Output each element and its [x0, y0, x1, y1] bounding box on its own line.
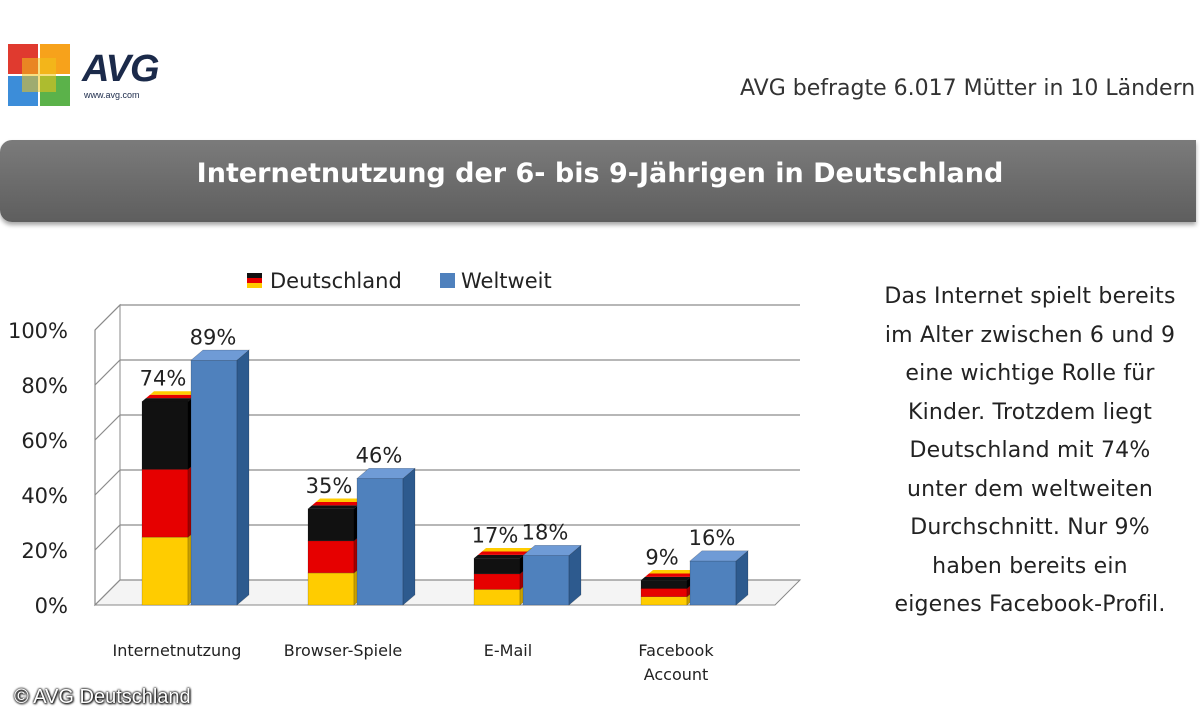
- data-label-deutschland: 74%: [140, 367, 187, 391]
- y-tick-label: 0%: [35, 594, 68, 618]
- side-text: Das Internet spielt bereits im Alter zwi…: [884, 284, 1176, 617]
- x-tick-label: Internetnutzung: [113, 641, 242, 660]
- data-label-weltweit: 89%: [190, 325, 237, 349]
- bar-deutschland-top: [482, 548, 532, 552]
- legend-label-weltweit: Weltweit: [461, 269, 552, 293]
- gridline: [94, 469, 800, 496]
- bar-weltweit: [190, 349, 250, 606]
- bar-deutschland-top: [312, 501, 362, 506]
- gridline: [94, 359, 800, 386]
- bar-deutschland-top: [641, 576, 691, 581]
- bar-deutschland-top: [308, 505, 358, 509]
- legend-swatch-deutschland: [247, 278, 262, 283]
- logo-text: AVG: [82, 48, 160, 90]
- y-tick-label: 80%: [21, 374, 68, 398]
- y-tick-label: 20%: [21, 539, 68, 563]
- bar-chart: 0% 20% 40% 60% 80% 100% 74%89% 35%46% 17% 18% 9% 16…: [8, 269, 802, 684]
- x-tick-label: Facebook: [638, 641, 714, 660]
- bar-deutschland-top: [316, 498, 366, 502]
- gridline: [94, 524, 800, 551]
- data-label-deutschland: 9%: [645, 545, 678, 569]
- x-tick-label: Browser-Spiele: [284, 641, 402, 660]
- x-tick-label: E-Mail: [484, 641, 532, 660]
- data-label-weltweit: 16%: [689, 526, 736, 550]
- y-tick-label: 60%: [21, 429, 68, 453]
- bar-deutschland-top: [645, 573, 695, 577]
- data-label-deutschland: 35%: [306, 474, 353, 498]
- bar-deutschland-top: [474, 554, 524, 559]
- bar-deutschland-top: [142, 398, 192, 402]
- bar-weltweit: [522, 544, 582, 606]
- logo-url: www.avg.com: [84, 90, 140, 100]
- bar-deutschland-top: [478, 551, 528, 555]
- legend-swatch-deutschland: [247, 273, 262, 278]
- avg-logo-icon: [8, 44, 70, 106]
- chart-title: Internetnutzung der 6- bis 9-Jährigen in…: [196, 158, 1004, 189]
- x-tick-label: Account: [644, 665, 709, 684]
- legend-label-deutschland: Deutschland: [270, 269, 402, 293]
- data-label-deutschland: 17%: [472, 523, 519, 547]
- bar-weltweit: [689, 550, 749, 606]
- data-label-weltweit: 46%: [356, 444, 403, 468]
- bar-weltweit: [356, 467, 416, 606]
- copyright: © AVG Deutschland: [14, 686, 191, 708]
- bar-deutschland-top: [150, 391, 200, 395]
- legend-swatch-deutschland: [247, 283, 262, 288]
- avg-logo: AVG www.avg.com: [8, 44, 168, 108]
- bar-deutschland-top: [146, 394, 196, 399]
- data-label-weltweit: 18%: [522, 521, 569, 545]
- y-tick-label: 40%: [21, 484, 68, 508]
- legend-swatch-weltweit: [440, 273, 455, 288]
- y-tick-label: 100%: [8, 319, 68, 343]
- gridline: [94, 304, 800, 331]
- survey-note: AVG befragte 6.017 Mütter in 10 Ländern: [740, 76, 1196, 101]
- chart-left-wall: [94, 303, 121, 607]
- title-banner: [0, 140, 1196, 222]
- gridline: [94, 414, 800, 441]
- bar-deutschland-top: [649, 570, 699, 574]
